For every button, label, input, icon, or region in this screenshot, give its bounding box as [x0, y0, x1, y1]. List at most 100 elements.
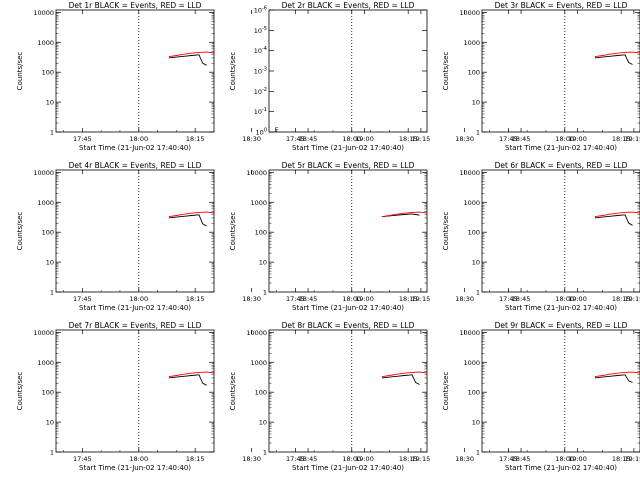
y-axis-label: Counts/sec — [16, 212, 24, 251]
panel-title: Det 3r BLACK = Events, RED = LLD — [495, 1, 628, 10]
y-axis-label: Counts/sec — [16, 372, 24, 411]
y-tick-label: 1 — [50, 129, 54, 137]
y-tick-label: 1000 — [250, 199, 267, 207]
x-tick-label: 18:15 — [186, 295, 205, 303]
series-lld-line — [594, 51, 640, 58]
x-tick-label: 17:45 — [73, 455, 92, 463]
plot-frame — [55, 329, 215, 453]
y-tick-label: 10 — [259, 419, 267, 427]
x-tick-label: 19:15 — [412, 295, 431, 303]
x-tick-label: 19:00 — [568, 295, 587, 303]
panel-title: Det 2r BLACK = Events, RED = LLD — [282, 1, 415, 10]
y-tick-label: 10 — [46, 259, 54, 267]
x-axis-label: Start Time (21-Jun-02 17:40:40) — [292, 144, 404, 152]
y-tick-base: 10 — [254, 27, 262, 35]
x-tick-label: 18:00 — [342, 295, 361, 303]
y-tick-label: 1000 — [37, 199, 54, 207]
event-marker: E — [274, 126, 278, 134]
plot-frame — [481, 329, 640, 453]
x-tick-label: 17:45 — [73, 295, 92, 303]
x-tick-label: 18:15 — [186, 455, 205, 463]
y-tick-label: 10000 — [459, 169, 480, 177]
y-tick-label: 1000 — [463, 359, 480, 367]
x-axis-label: Start Time (21-Jun-02 17:40:40) — [505, 464, 617, 472]
x-tick-label: 18:00 — [129, 295, 148, 303]
y-tick-exponent: -4 — [262, 46, 267, 52]
x-tick-label: 18:45 — [512, 135, 531, 143]
y-tick-label: 10-5 — [254, 26, 267, 35]
y-tick-exponent: -2 — [262, 87, 267, 93]
series-events-line — [594, 214, 633, 226]
y-tick-label: 1000 — [463, 199, 480, 207]
plot-frame — [481, 169, 640, 293]
y-tick-label: 10 — [46, 99, 54, 107]
x-tick-label: 17:45 — [499, 455, 518, 463]
y-tick-label: 100 — [256, 128, 267, 137]
x-tick-label: 19:00 — [355, 455, 374, 463]
series-events-line — [594, 374, 633, 383]
panel-title: Det 7r BLACK = Events, RED = LLD — [69, 321, 202, 330]
x-tick-label: 18:15 — [612, 455, 631, 463]
x-tick-label: 17:45 — [499, 135, 518, 143]
x-tick-label: 18:00 — [555, 455, 574, 463]
x-tick-label: 17:45 — [286, 455, 305, 463]
x-tick-label: 18:00 — [129, 135, 148, 143]
y-tick-exponent: 0 — [264, 128, 267, 134]
x-tick-label: 18:30 — [455, 295, 474, 303]
x-tick-label: 19:00 — [568, 455, 587, 463]
y-tick-label: 10000 — [459, 329, 480, 337]
x-tick-label: 18:30 — [242, 295, 261, 303]
panel-title: Det 8r BLACK = Events, RED = LLD — [282, 321, 415, 330]
plot-frame — [268, 329, 428, 453]
x-axis-label: Start Time (21-Jun-02 17:40:40) — [292, 304, 404, 312]
y-tick-label: 10-4 — [254, 46, 267, 55]
x-axis-label: Start Time (21-Jun-02 17:40:40) — [505, 144, 617, 152]
x-tick-label: 17:45 — [499, 295, 518, 303]
y-tick-label: 10-3 — [254, 67, 267, 76]
x-axis-label: Start Time (21-Jun-02 17:40:40) — [79, 304, 191, 312]
x-tick-label: 18:15 — [612, 295, 631, 303]
x-axis-label: Start Time (21-Jun-02 17:40:40) — [292, 464, 404, 472]
y-tick-exponent: -3 — [262, 67, 267, 73]
y-tick-label: 1000 — [37, 39, 54, 47]
x-tick-label: 18:00 — [342, 135, 361, 143]
y-axis-label: Counts/sec — [16, 52, 24, 91]
x-tick-label: 18:30 — [455, 455, 474, 463]
x-tick-label: 19:15 — [625, 295, 640, 303]
x-tick-label: 19:15 — [412, 135, 431, 143]
plot-frame — [55, 9, 215, 133]
series-events-line — [168, 54, 207, 66]
y-tick-label: 1 — [263, 449, 267, 457]
x-tick-label: 17:45 — [286, 295, 305, 303]
panel-title: Det 9r BLACK = Events, RED = LLD — [495, 321, 628, 330]
x-tick-label: 18:30 — [242, 455, 261, 463]
y-tick-exponent: -5 — [262, 26, 267, 32]
series-events-line — [594, 54, 633, 65]
x-axis-label: Start Time (21-Jun-02 17:40:40) — [505, 304, 617, 312]
plot-frame — [268, 9, 428, 133]
y-tick-label: 10000 — [33, 329, 54, 337]
series-events-line — [381, 213, 420, 218]
y-tick-base: 10 — [254, 108, 262, 116]
x-tick-label: 18:15 — [399, 295, 418, 303]
panel-title: Det 6r BLACK = Events, RED = LLD — [495, 161, 628, 170]
x-tick-label: 17:45 — [286, 135, 305, 143]
y-tick-label: 1 — [476, 129, 480, 137]
y-tick-label: 10-6 — [254, 6, 267, 15]
panel-title: Det 1r BLACK = Events, RED = LLD — [69, 1, 202, 10]
y-tick-exponent: -1 — [262, 107, 267, 113]
x-tick-label: 19:15 — [625, 455, 640, 463]
plot-frame — [481, 9, 640, 133]
panel-6: Det 6r BLACK = Events, RED = LLD 17:45 18:… — [442, 161, 640, 312]
x-tick-label: 18:15 — [186, 135, 205, 143]
x-tick-label: 19:00 — [355, 295, 374, 303]
x-tick-label: 18:30 — [455, 135, 474, 143]
y-tick-label: 10 — [259, 259, 267, 267]
x-tick-label: 18:45 — [512, 455, 531, 463]
y-tick-label: 1 — [476, 449, 480, 457]
series-lld-line — [168, 51, 215, 58]
